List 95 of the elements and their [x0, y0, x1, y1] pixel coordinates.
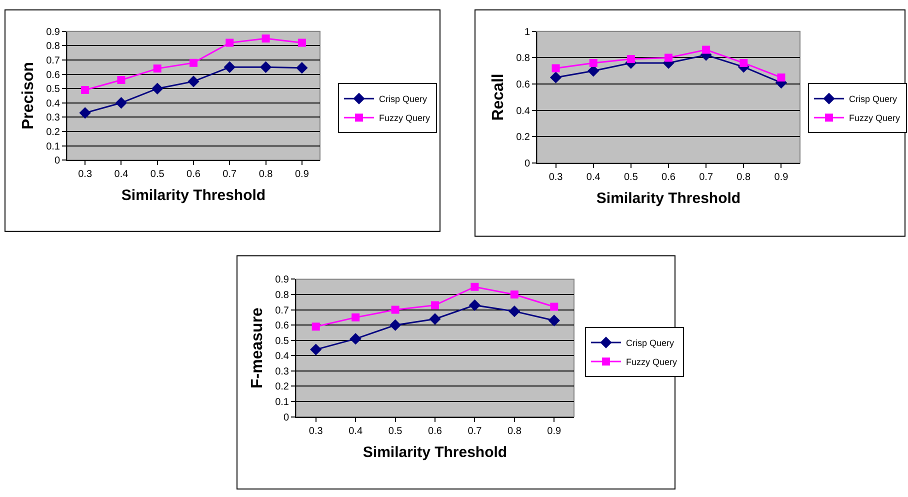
point	[510, 290, 518, 299]
x-axis-title: Similarity Threshold	[362, 444, 508, 461]
point	[188, 76, 200, 88]
point	[389, 319, 402, 331]
x-tick-label: 0.8	[507, 426, 522, 437]
y-tick-label: 0.8	[275, 290, 290, 302]
x-tick-label: 0.3	[548, 172, 564, 184]
y-tick-label: 0.1	[46, 141, 60, 152]
x-tick-label: 0.3	[308, 426, 324, 437]
point	[310, 344, 322, 356]
x-tick-label: 0.4	[348, 426, 363, 437]
y-tick-label: 0.6	[516, 80, 530, 91]
y-axis-title: F-measure	[248, 307, 266, 388]
legend-label: Crisp Query	[379, 94, 428, 104]
legend-label: Fuzzy Query	[849, 113, 901, 124]
y-tick-label: 0.4	[516, 106, 530, 117]
x-tick-label: 0.9	[774, 172, 789, 184]
x-tick-label: 0.7	[699, 172, 714, 184]
x-tick-label: 0.5	[388, 426, 403, 437]
y-tick-label: 0.4	[46, 98, 60, 110]
point	[296, 62, 308, 74]
y-tick-label: 0.6	[46, 70, 60, 81]
x-axis-title: Similarity Threshold	[121, 187, 266, 204]
point	[468, 299, 481, 312]
y-tick-label: 0.5	[275, 336, 290, 347]
point	[117, 76, 126, 84]
x-tick-label: 0.7	[222, 169, 238, 180]
y-axis-title: Precison	[20, 62, 37, 130]
x-tick-label: 0.4	[586, 172, 601, 184]
point	[312, 322, 320, 331]
x-tick-label: 0.6	[428, 426, 442, 437]
point	[260, 61, 272, 73]
point	[224, 61, 236, 73]
legend-label: Crisp Query	[849, 94, 898, 104]
point	[740, 58, 748, 67]
point	[298, 38, 306, 47]
x-tick-label: 0.5	[150, 169, 165, 180]
point	[79, 107, 91, 119]
y-tick-label: 0.3	[275, 366, 290, 378]
y-tick-label: 0.4	[275, 351, 290, 362]
point	[115, 97, 128, 109]
y-axis-title: Recall	[490, 74, 507, 121]
x-tick-label: 0.6	[662, 172, 676, 184]
y-tick-label: 0.2	[275, 382, 290, 393]
point	[550, 72, 562, 84]
point	[262, 34, 270, 43]
y-tick-label: 0.7	[46, 55, 60, 66]
legend-label: Fuzzy Query	[626, 357, 678, 368]
y-tick-label: 0.2	[516, 132, 530, 144]
y-tick-label: 0	[524, 158, 530, 170]
point	[81, 86, 90, 94]
y-tick-label: 0.9	[275, 274, 290, 286]
point	[626, 55, 635, 64]
x-tick-label: 0.3	[78, 169, 92, 180]
legend-label: Fuzzy Query	[379, 113, 431, 124]
y-tick-label: 0.8	[46, 41, 60, 52]
point	[589, 58, 598, 67]
y-tick-label: 0.8	[516, 53, 530, 64]
y-tick-label: 0	[283, 412, 290, 424]
y-tick-label: 0.6	[275, 320, 290, 332]
y-tick-label: 0.9	[46, 26, 60, 38]
x-tick-label: 0.9	[294, 169, 310, 180]
point	[190, 58, 198, 67]
point	[350, 332, 362, 345]
x-tick-label: 0.9	[547, 426, 562, 437]
y-tick-label: 0.3	[46, 112, 60, 124]
point	[152, 82, 164, 94]
point	[777, 73, 786, 82]
y-tick-label: 0.5	[46, 84, 60, 96]
legend-label: Crisp Query	[626, 338, 675, 348]
point	[552, 64, 560, 72]
point	[352, 313, 360, 322]
y-tick-label: 1	[524, 26, 530, 38]
x-tick-label: 0.6	[186, 169, 201, 180]
x-tick-label: 0.8	[736, 172, 752, 184]
point	[664, 54, 672, 62]
point	[508, 305, 520, 318]
point	[470, 282, 479, 291]
x-tick-label: 0.7	[468, 426, 482, 437]
x-axis-title: Similarity Threshold	[596, 190, 741, 208]
point	[550, 302, 558, 311]
y-tick-label: 0.1	[275, 397, 290, 408]
x-tick-label: 0.4	[114, 169, 129, 180]
point	[431, 301, 439, 310]
point	[153, 64, 162, 73]
point	[226, 38, 234, 47]
y-tick-label: 0.7	[275, 305, 290, 316]
y-tick-label: 0.2	[46, 127, 60, 138]
point	[391, 306, 400, 314]
point	[702, 46, 710, 54]
point	[429, 313, 441, 325]
x-tick-label: 0.5	[624, 172, 638, 184]
point	[548, 314, 560, 326]
y-tick-label: 0	[54, 156, 60, 167]
x-tick-label: 0.8	[258, 169, 274, 180]
